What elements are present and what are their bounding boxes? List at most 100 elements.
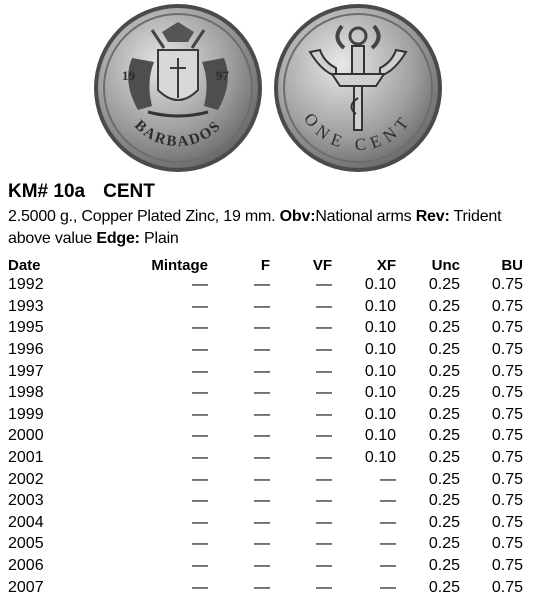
table-row: 2002 — — — — 0.25 0.75: [8, 468, 523, 490]
row-value-cell: —: [316, 427, 332, 445]
column-header: Date: [8, 257, 41, 274]
row-value-cell: 0.75: [491, 341, 523, 359]
row-value-cell: —: [254, 384, 270, 402]
row-date-cell: 2000: [8, 427, 44, 445]
table-row: 2000 — — — 0.10 0.25 0.75: [8, 425, 523, 447]
row-value-cell: 0.25: [428, 513, 460, 531]
specs-text: 2.5000 g., Copper Plated Zinc, 19 mm.: [8, 208, 276, 225]
row-value-cell: —: [192, 362, 208, 380]
row-value-cell: 0.25: [428, 319, 460, 337]
row-value-cell: 0.25: [428, 362, 460, 380]
row-value-cell: 0.25: [428, 578, 460, 596]
row-value-cell: 0.75: [491, 276, 523, 294]
row-date-cell: 1999: [8, 405, 44, 423]
row-value-cell: 0.25: [428, 492, 460, 510]
row-value-cell: 0.75: [491, 513, 523, 531]
row-value-cell: 0.10: [364, 405, 396, 423]
obverse-date-right: 97: [216, 68, 230, 83]
price-table-body: 1992 — — — 0.10 0.25 0.75 1993 — — — 0.10 0.25 0.75 19…: [8, 274, 523, 598]
table-row: 1999 — — — 0.10 0.25 0.75: [8, 404, 523, 426]
row-date-cell: 2004: [8, 513, 44, 531]
row-value-cell: —: [316, 384, 332, 402]
row-value-cell: —: [254, 341, 270, 359]
row-value-cell: —: [254, 276, 270, 294]
row-value-cell: —: [192, 384, 208, 402]
table-row: 1995 — — — 0.10 0.25 0.75: [8, 317, 523, 339]
row-value-cell: —: [380, 578, 396, 596]
row-value-cell: 0.75: [491, 449, 523, 467]
row-value-cell: —: [192, 341, 208, 359]
row-value-cell: —: [316, 535, 332, 553]
row-value-cell: —: [316, 297, 332, 315]
table-row: 2004 — — — — 0.25 0.75: [8, 512, 523, 534]
table-row: 2005 — — — — 0.25 0.75: [8, 533, 523, 555]
row-value-cell: —: [254, 405, 270, 423]
row-value-cell: —: [192, 427, 208, 445]
row-value-cell: —: [192, 449, 208, 467]
row-value-cell: —: [254, 449, 270, 467]
row-date-cell: 1993: [8, 297, 44, 315]
row-value-cell: 0.25: [428, 449, 460, 467]
row-value-cell: —: [192, 535, 208, 553]
row-date-cell: 2005: [8, 535, 44, 553]
row-date-cell: 1996: [8, 341, 44, 359]
row-date-cell: 2002: [8, 470, 44, 488]
row-value-cell: 0.10: [364, 297, 396, 315]
coin-obverse-image: 19 97 BARBADOS: [94, 4, 262, 172]
row-value-cell: —: [316, 470, 332, 488]
row-value-cell: 0.75: [491, 578, 523, 596]
row-value-cell: —: [316, 362, 332, 380]
row-value-cell: —: [192, 276, 208, 294]
row-value-cell: 0.25: [428, 557, 460, 575]
row-value-cell: —: [254, 297, 270, 315]
row-date-cell: 2006: [8, 557, 44, 575]
reverse-label: Rev:: [415, 208, 450, 225]
row-value-cell: —: [316, 513, 332, 531]
row-value-cell: 0.25: [428, 427, 460, 445]
column-header: VF: [312, 257, 332, 274]
row-value-cell: —: [254, 470, 270, 488]
row-value-cell: —: [254, 492, 270, 510]
row-value-cell: 0.75: [491, 405, 523, 423]
row-date-cell: 1995: [8, 319, 44, 337]
row-value-cell: —: [254, 513, 270, 531]
column-header: XF: [376, 257, 396, 274]
row-value-cell: —: [316, 341, 332, 359]
row-value-cell: —: [316, 319, 332, 337]
row-value-cell: —: [192, 578, 208, 596]
row-value-cell: —: [380, 535, 396, 553]
row-value-cell: 0.10: [364, 319, 396, 337]
row-value-cell: —: [192, 557, 208, 575]
row-value-cell: —: [254, 535, 270, 553]
row-value-cell: —: [192, 513, 208, 531]
row-value-cell: 0.75: [491, 297, 523, 315]
row-value-cell: 0.75: [491, 470, 523, 488]
row-value-cell: —: [192, 405, 208, 423]
reverse-text: Trident above value: [8, 208, 502, 247]
row-value-cell: 0.10: [364, 341, 396, 359]
row-value-cell: 0.25: [428, 384, 460, 402]
row-date-cell: 2003: [8, 492, 44, 510]
row-value-cell: 0.25: [428, 297, 460, 315]
catalog-title: KM# 10a CENT: [8, 181, 155, 203]
row-date-cell: 1992: [8, 276, 44, 294]
coin-reverse-image: ONE CENT: [274, 4, 442, 172]
row-value-cell: 0.10: [364, 427, 396, 445]
edge-label: Edge:: [96, 230, 140, 247]
row-value-cell: 0.75: [491, 427, 523, 445]
table-row: 1998 — — — 0.10 0.25 0.75: [8, 382, 523, 404]
row-value-cell: —: [254, 319, 270, 337]
row-value-cell: 0.75: [491, 319, 523, 337]
row-value-cell: —: [316, 557, 332, 575]
row-value-cell: —: [254, 578, 270, 596]
edge-text: Plain: [144, 230, 179, 247]
row-value-cell: 0.75: [491, 557, 523, 575]
column-header: F: [260, 257, 270, 274]
row-value-cell: —: [316, 449, 332, 467]
obverse-date-left: 19: [122, 68, 136, 83]
row-value-cell: —: [316, 578, 332, 596]
row-value-cell: 0.25: [428, 535, 460, 553]
row-value-cell: —: [254, 427, 270, 445]
denomination: CENT: [103, 181, 155, 202]
column-header: BU: [501, 257, 523, 274]
